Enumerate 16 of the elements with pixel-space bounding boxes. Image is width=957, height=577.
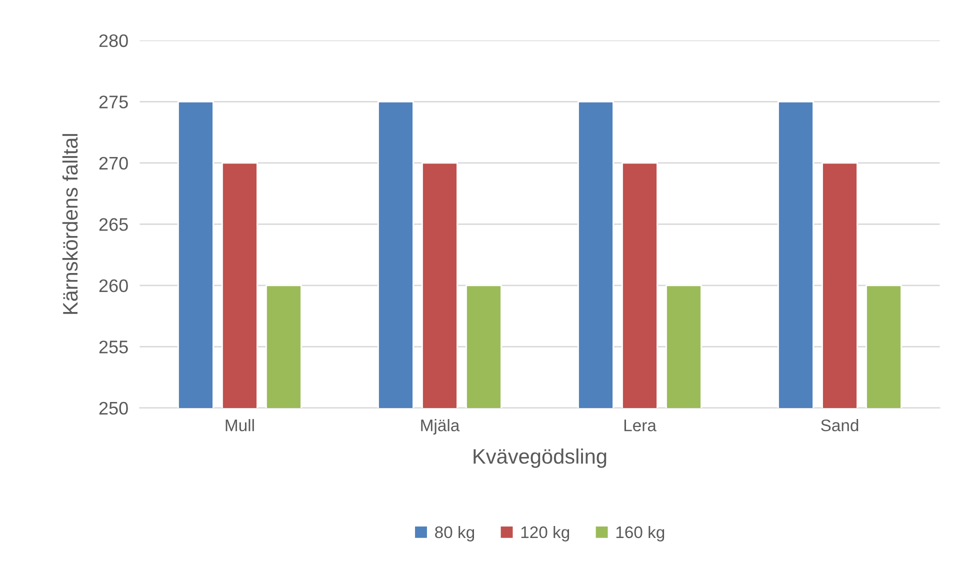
y-tick-label: 265 [99,218,128,231]
y-axis-title: Kärnskördens falltal [62,134,78,314]
y-tick-label: 250 [99,402,128,415]
x-tick-label: Mull [226,419,254,432]
y-tick-label: 275 [99,96,128,108]
legend-label: 80 kg [435,526,474,542]
x-tick-label: Lera [624,420,656,432]
y-tick-label: 260 [99,279,128,292]
y-tick-label: 280 [99,34,128,48]
legend-label: 120 kg [521,526,570,542]
x-tick-label: Mjäla [421,419,460,435]
x-tick-label: Sand [821,419,858,432]
y-tick-label: 270 [99,156,128,170]
y-tick-label: 255 [99,340,128,354]
legend-label: 160 kg [616,526,664,542]
x-axis-title: Kvävegödsling [474,448,606,468]
